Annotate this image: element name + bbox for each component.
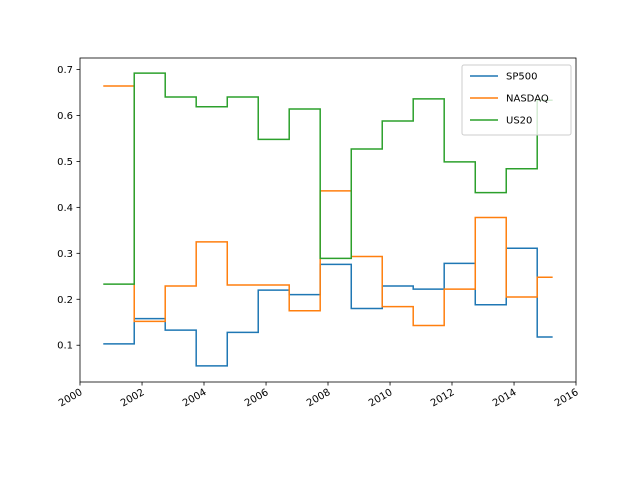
y-tick-label: 0.6 [57, 111, 73, 122]
legend-label-nasdaq: NASDAQ [506, 94, 549, 105]
y-tick-label: 0.1 [57, 341, 73, 352]
legend-label-us20: US20 [506, 116, 532, 127]
series-line-us20 [103, 72, 553, 285]
y-tick-label: 0.5 [57, 157, 73, 168]
legend-label-sp500: SP500 [506, 72, 537, 83]
y-tick-label: 0.2 [57, 295, 73, 306]
legend: SP500 NASDAQ US20 [461, 64, 572, 136]
legend-box [461, 64, 572, 136]
series-layer [103, 72, 553, 367]
y-tick-label: 0.4 [57, 203, 73, 214]
y-tick-label: 0.7 [57, 65, 73, 76]
y-tick-label: 0.3 [57, 249, 73, 260]
series-line-sp500 [103, 247, 553, 367]
